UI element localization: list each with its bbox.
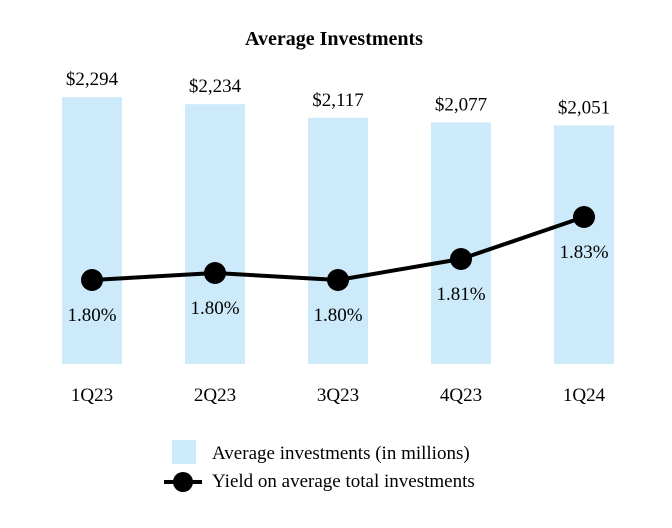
chart-title: Average Investments (245, 28, 423, 50)
chart: Average Investments $2,294 $2,234$2,117 $2… (0, 0, 672, 528)
category-label: 4Q23 (440, 385, 482, 406)
bar-value-label: $2,234 (189, 76, 242, 97)
bar-value-label: $2,077 (435, 94, 487, 115)
bar-value-label: $2,051 (558, 97, 610, 118)
yield-value-label: 1.80% (190, 298, 239, 319)
category-label: 1Q24 (563, 385, 606, 406)
yield-marker-3Q23 (327, 269, 349, 291)
bar-value-label: $2,117 (312, 90, 364, 111)
category-label: 3Q23 (317, 385, 359, 406)
bar-value-label: $2,294 (66, 69, 119, 90)
legend-label-investments: Average investments (in millions) (212, 443, 470, 464)
category-label: 1Q23 (71, 385, 113, 406)
yield-value-label: 1.80% (67, 305, 116, 326)
yield-marker-2Q23 (204, 262, 226, 284)
yield-value-label: 1.81% (436, 284, 485, 305)
legend-label-yield: Yield on average total investments (212, 471, 475, 492)
legend-swatch-investments (172, 440, 196, 464)
yield-marker-4Q23 (450, 248, 472, 270)
legend: Average investments (in millions) Yield … (164, 440, 475, 492)
bar-3Q23 (308, 118, 368, 364)
bar-4Q23 (431, 122, 491, 364)
category-label: 2Q23 (194, 385, 236, 406)
yield-value-label: 1.80% (313, 305, 362, 326)
yield-marker-1Q23 (81, 269, 103, 291)
legend-marker-yield (173, 472, 193, 492)
bar-2Q23 (185, 104, 245, 364)
yield-marker-1Q24 (573, 206, 595, 228)
category-labels-group: 1Q23 2Q23 3Q23 4Q23 1Q24 (71, 385, 606, 406)
bar-labels-group: $2,294 $2,234 $2,117 $2,077 $2,051 (66, 69, 610, 118)
yield-value-label: 1.83% (559, 242, 608, 263)
